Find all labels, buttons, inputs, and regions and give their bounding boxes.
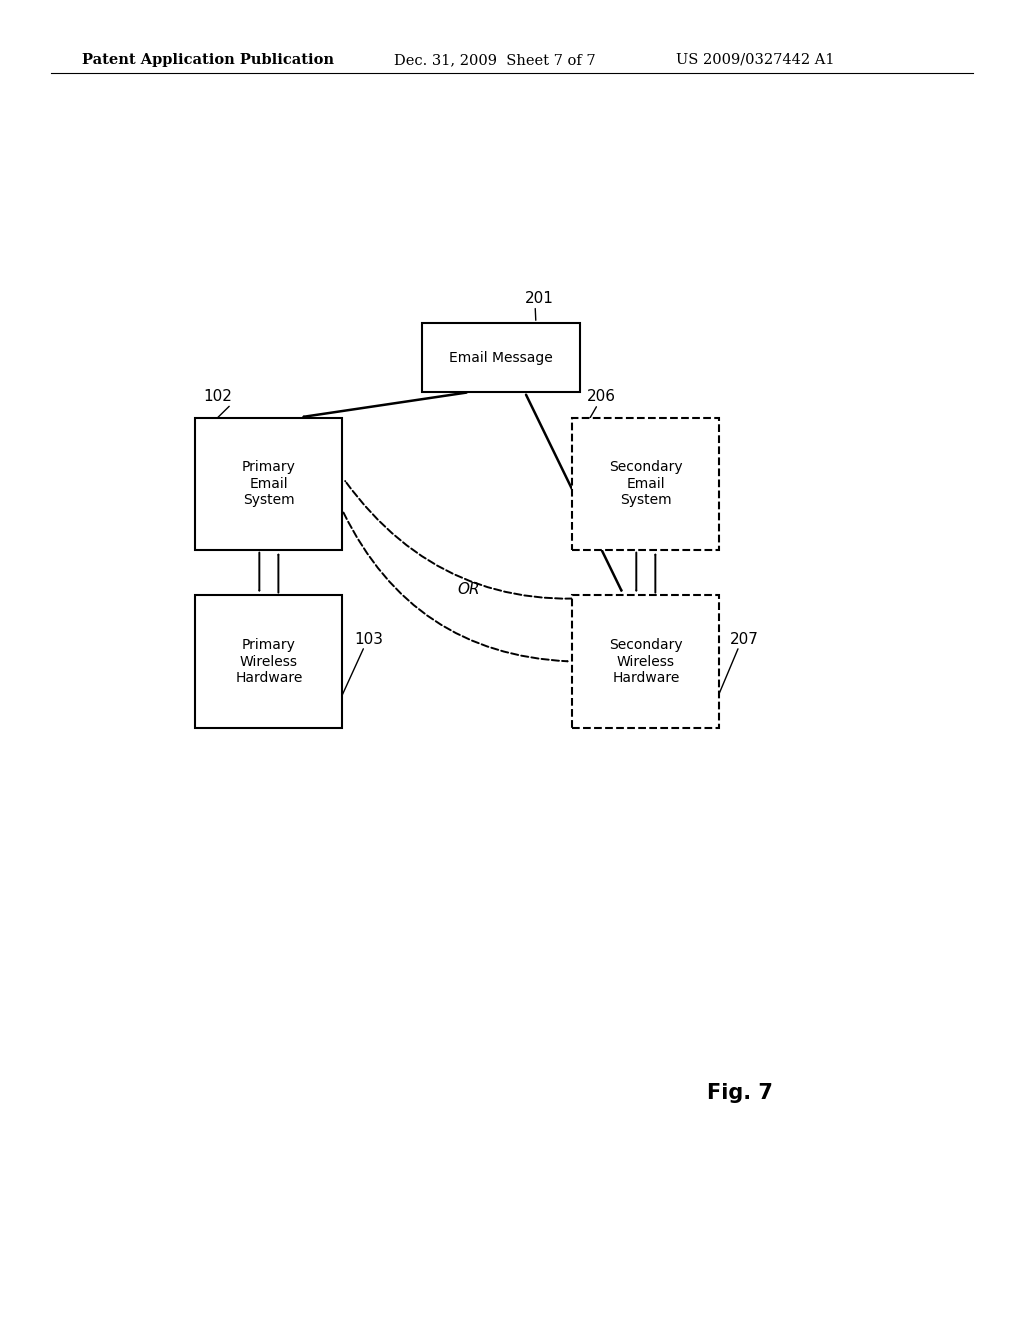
- Text: Email Message: Email Message: [450, 351, 553, 364]
- FancyBboxPatch shape: [572, 595, 719, 727]
- Text: 102: 102: [204, 388, 232, 404]
- Text: 207: 207: [729, 632, 759, 647]
- FancyArrowPatch shape: [345, 480, 613, 599]
- Text: Fig. 7: Fig. 7: [708, 1084, 773, 1104]
- Text: Dec. 31, 2009  Sheet 7 of 7: Dec. 31, 2009 Sheet 7 of 7: [394, 53, 596, 67]
- FancyBboxPatch shape: [572, 417, 719, 549]
- Text: Primary
Wireless
Hardware: Primary Wireless Hardware: [236, 639, 302, 685]
- Text: Primary
Email
System: Primary Email System: [242, 461, 296, 507]
- FancyBboxPatch shape: [422, 323, 581, 392]
- Text: US 2009/0327442 A1: US 2009/0327442 A1: [676, 53, 835, 67]
- FancyArrowPatch shape: [343, 512, 567, 661]
- Text: 103: 103: [354, 632, 383, 647]
- FancyArrowPatch shape: [304, 392, 467, 417]
- Text: 206: 206: [587, 388, 615, 404]
- Text: Patent Application Publication: Patent Application Publication: [82, 53, 334, 67]
- FancyBboxPatch shape: [196, 595, 342, 727]
- FancyArrowPatch shape: [526, 395, 622, 590]
- FancyBboxPatch shape: [196, 417, 342, 549]
- Text: OR: OR: [458, 582, 480, 597]
- Text: Secondary
Email
System: Secondary Email System: [609, 461, 683, 507]
- Text: Secondary
Wireless
Hardware: Secondary Wireless Hardware: [609, 639, 683, 685]
- Text: 201: 201: [524, 292, 554, 306]
